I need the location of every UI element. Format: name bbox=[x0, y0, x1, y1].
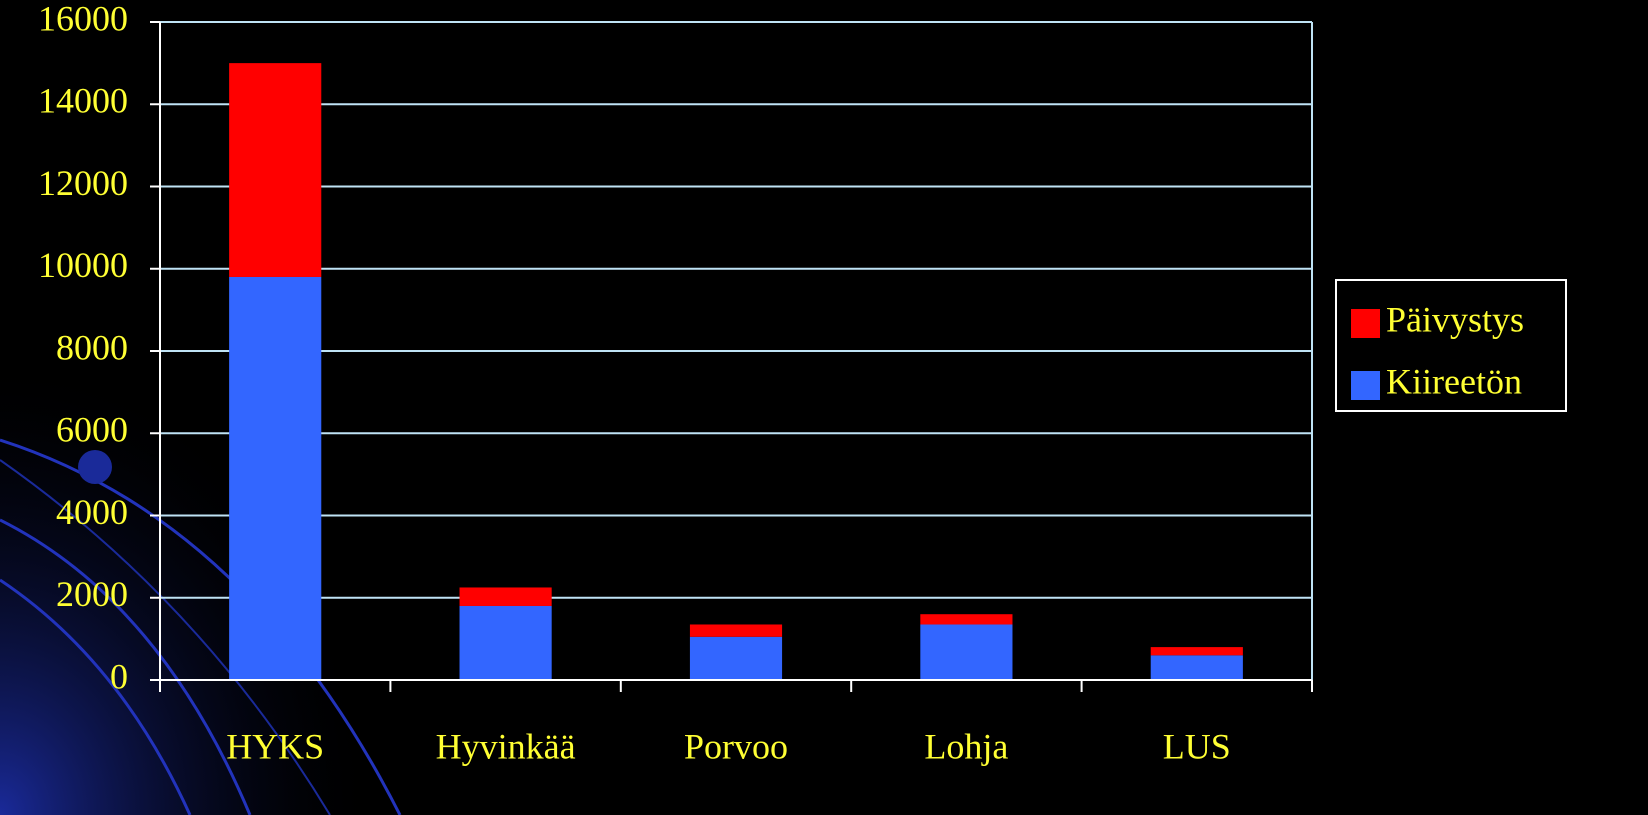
x-tick-label: Lohja bbox=[924, 726, 1008, 766]
y-tick-label: 0 bbox=[110, 656, 128, 696]
legend-swatch bbox=[1351, 309, 1380, 338]
y-tick-label: 16000 bbox=[38, 0, 128, 38]
bar-segment bbox=[229, 276, 322, 680]
y-tick-label: 14000 bbox=[38, 81, 128, 121]
background-decoration bbox=[0, 300, 420, 815]
bar-segment bbox=[689, 636, 783, 680]
x-tick-label: Hyvinkää bbox=[436, 726, 576, 766]
y-tick-label: 4000 bbox=[56, 492, 128, 532]
y-tick-label: 6000 bbox=[56, 410, 128, 450]
bar-segment bbox=[1150, 655, 1243, 680]
y-tick-label: 10000 bbox=[38, 245, 128, 285]
bar-segment bbox=[459, 605, 552, 680]
bar-segment bbox=[1150, 647, 1243, 656]
legend-label: Päivystys bbox=[1386, 299, 1524, 339]
bar-segment bbox=[459, 587, 552, 606]
bar-segment bbox=[229, 63, 322, 277]
bar-segment bbox=[920, 624, 1013, 680]
bar-segment bbox=[689, 624, 783, 637]
y-tick-label: 2000 bbox=[56, 574, 128, 614]
x-tick-label: HYKS bbox=[226, 726, 324, 766]
y-tick-label: 12000 bbox=[38, 163, 128, 203]
legend-label: Kiireetön bbox=[1386, 361, 1522, 401]
bar-segment bbox=[920, 614, 1013, 625]
y-tick-label: 8000 bbox=[56, 327, 128, 367]
legend-swatch bbox=[1351, 371, 1380, 400]
x-tick-label: LUS bbox=[1163, 726, 1231, 766]
x-tick-label: Porvoo bbox=[684, 726, 788, 766]
